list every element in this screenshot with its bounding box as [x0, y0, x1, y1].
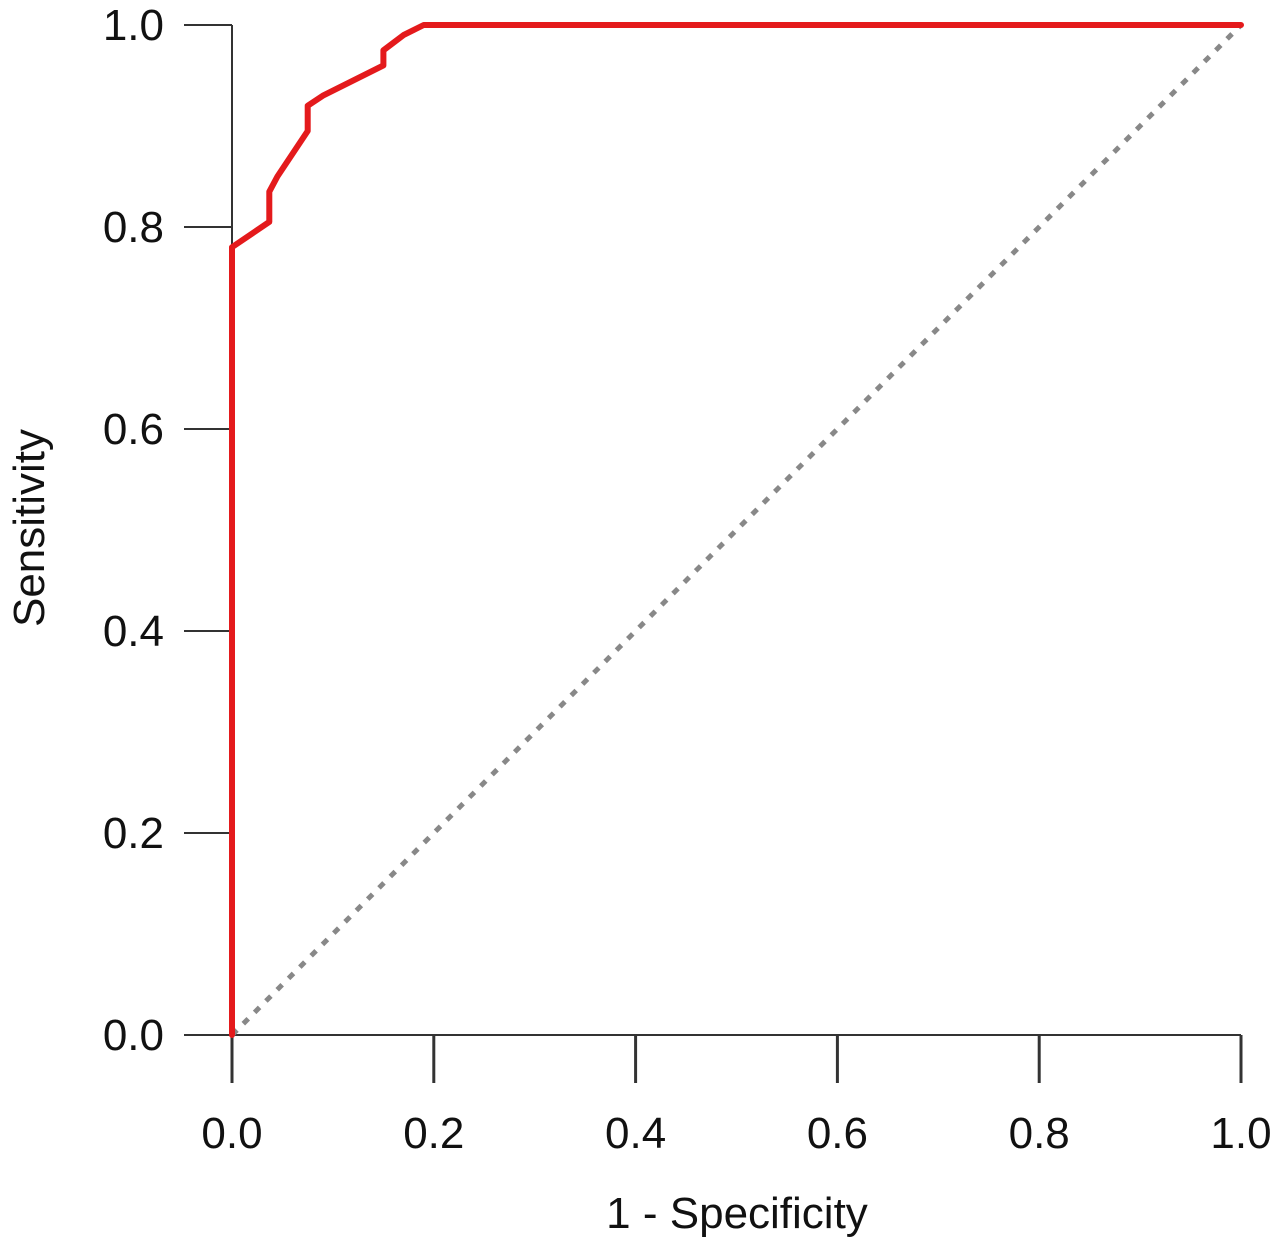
x-tick-label: 0.2 — [403, 1109, 464, 1158]
y-tick-label: 0.8 — [103, 203, 164, 252]
x-tick-label: 0.8 — [1009, 1109, 1070, 1158]
tick-labels: 0.0 0.2 0.4 0.6 0.8 1.0 0.0 0.2 0.4 0.6 0.8 1.0 — [103, 1, 1272, 1158]
y-tick-label: 0.6 — [103, 405, 164, 454]
roc-curve-line — [229, 22, 1244, 1038]
series-group — [229, 22, 1244, 1038]
y-tick-label: 0.2 — [103, 809, 164, 858]
x-tick-label: 0.4 — [605, 1109, 666, 1158]
y-axis-label: Sensitivity — [5, 429, 54, 627]
axes — [184, 25, 1241, 1036]
y-tick-label: 0.0 — [103, 1011, 164, 1060]
tick-marks — [184, 24, 1243, 1083]
y-tick-label: 1.0 — [103, 1, 164, 50]
reference-diagonal-line — [230, 23, 1243, 1037]
x-axis-label: 1 - Specificity — [606, 1189, 868, 1238]
x-tick-label: 0.0 — [201, 1109, 262, 1158]
x-tick-label: 1.0 — [1210, 1109, 1271, 1158]
x-tick-label: 0.6 — [807, 1109, 868, 1158]
y-tick-label: 0.4 — [103, 607, 164, 656]
